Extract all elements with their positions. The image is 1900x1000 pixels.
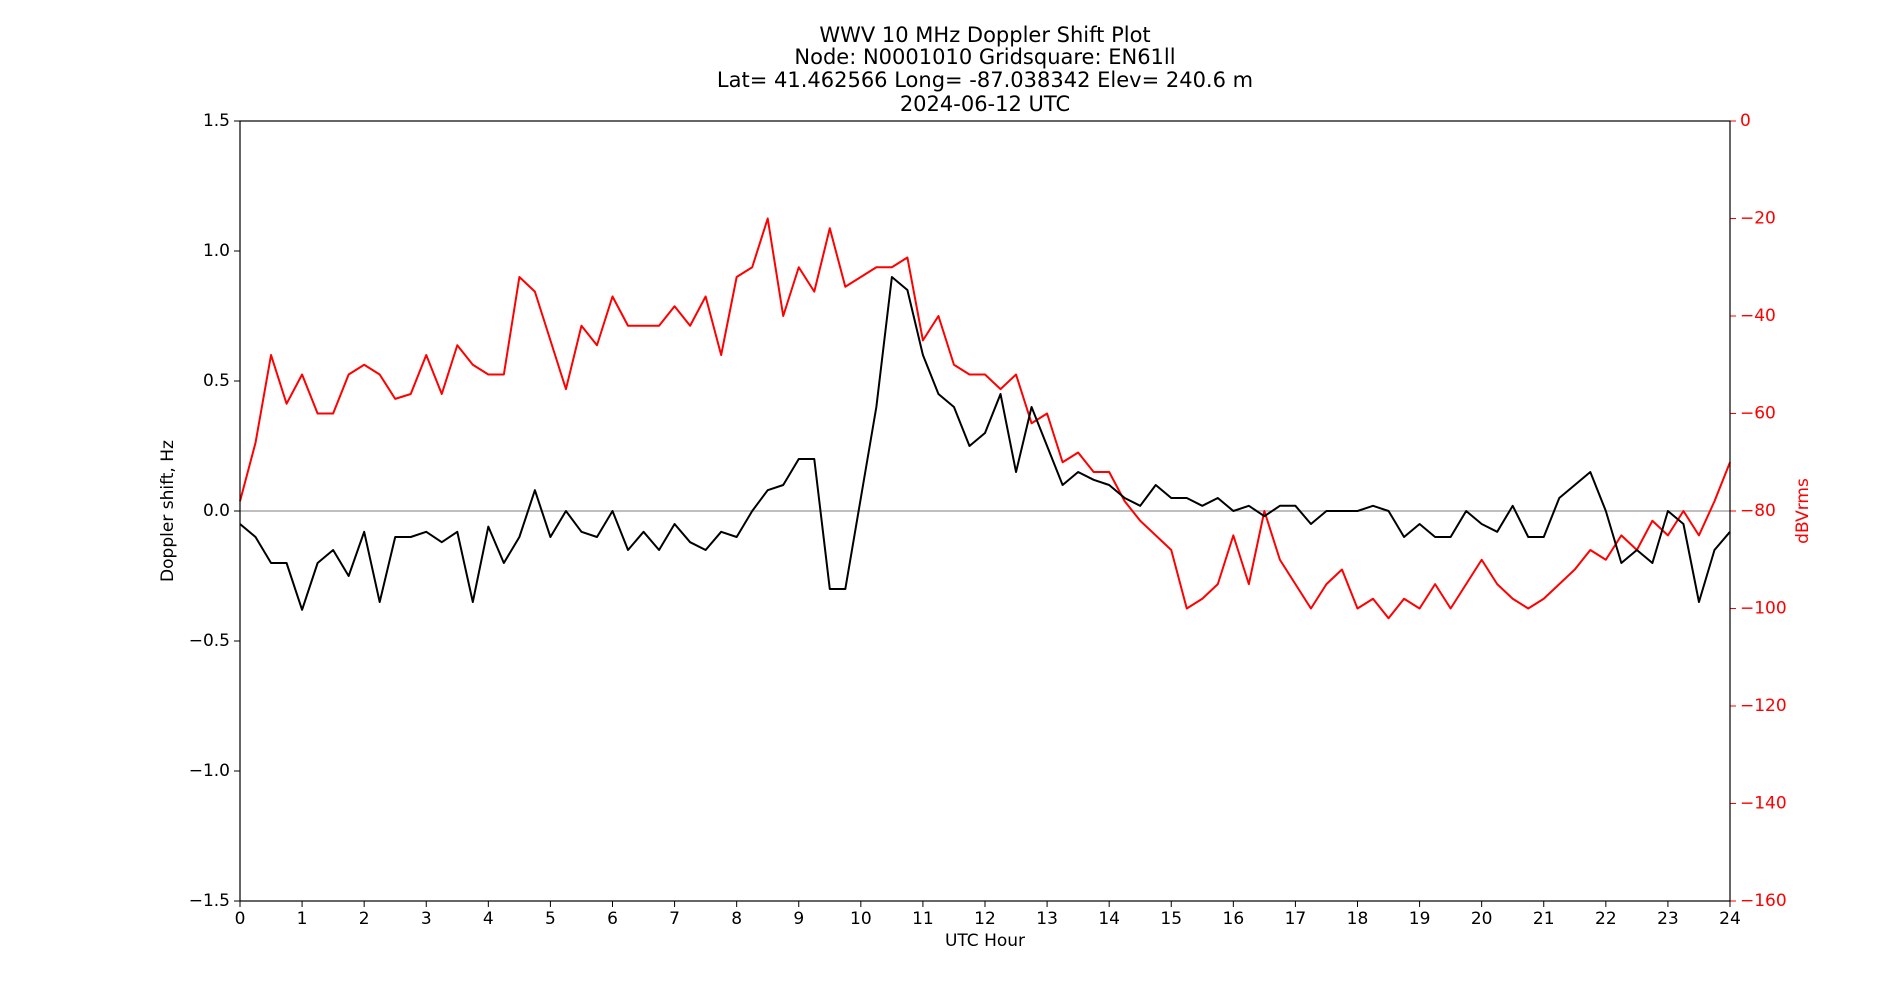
y2-tick-label: −140 xyxy=(1740,794,1787,814)
y-tick-label: 1.5 xyxy=(203,111,230,131)
x-tick-label: 16 xyxy=(1223,909,1245,929)
x-tick-label: 12 xyxy=(974,909,996,929)
x-tick-label: 19 xyxy=(1409,909,1431,929)
x-axis-label: UTC Hour xyxy=(945,931,1025,951)
y-tick-label: −0.5 xyxy=(189,631,230,651)
data-line xyxy=(239,217,1731,620)
x-tick-label: 4 xyxy=(483,909,494,929)
x-tick-label: 2 xyxy=(359,909,370,929)
x-tick-label: 22 xyxy=(1595,909,1617,929)
x-tick-label: 7 xyxy=(669,909,680,929)
x-tick-label: 17 xyxy=(1285,909,1307,929)
x-tick-label: 14 xyxy=(1098,909,1120,929)
y2-tick-label: −120 xyxy=(1740,696,1787,716)
x-tick-label: 6 xyxy=(607,909,618,929)
x-tick-label: 11 xyxy=(912,909,934,929)
x-tick-label: 1 xyxy=(297,909,308,929)
y-tick-label: −1.5 xyxy=(189,891,230,911)
x-tick-label: 23 xyxy=(1657,909,1679,929)
y-tick-label: 0.5 xyxy=(203,371,230,391)
y2-tick-label: −100 xyxy=(1740,599,1787,619)
y-tick-label: 1.0 xyxy=(203,241,230,261)
x-tick-label: 18 xyxy=(1347,909,1369,929)
y-tick-label: −1.0 xyxy=(189,761,230,781)
y2-tick-label: 0 xyxy=(1740,111,1751,131)
plot-frame xyxy=(239,120,1731,902)
x-tick-label: 10 xyxy=(850,909,872,929)
x-tick-label: 5 xyxy=(545,909,556,929)
y2-tick-label: −60 xyxy=(1740,404,1776,424)
chart-title: WWV 10 MHz Doppler Shift Plot xyxy=(819,23,1150,47)
y-tick-label: 0.0 xyxy=(203,501,230,521)
x-tick-label: 0 xyxy=(235,909,246,929)
chart-title: Node: N0001010 Gridsquare: EN61ll xyxy=(794,45,1175,69)
x-tick-label: 9 xyxy=(793,909,804,929)
y-axis-label: Doppler shift, Hz xyxy=(158,440,178,582)
chart-title: 2024-06-12 UTC xyxy=(900,92,1070,116)
y2-tick-label: −20 xyxy=(1740,209,1776,229)
x-tick-label: 21 xyxy=(1533,909,1555,929)
y2-tick-label: −80 xyxy=(1740,501,1776,521)
x-tick-label: 20 xyxy=(1471,909,1493,929)
x-tick-label: 8 xyxy=(731,909,742,929)
x-tick-label: 15 xyxy=(1160,909,1182,929)
x-tick-label: 13 xyxy=(1036,909,1058,929)
x-tick-label: 3 xyxy=(421,909,432,929)
data-line xyxy=(239,276,1731,611)
chart-title: Lat= 41.462566 Long= -87.038342 Elev= 24… xyxy=(717,68,1253,92)
y2-axis-label: dBVrms xyxy=(1793,478,1813,544)
x-tick-label: 24 xyxy=(1719,909,1741,929)
y2-tick-label: −40 xyxy=(1740,306,1776,326)
y2-tick-label: −160 xyxy=(1740,891,1787,911)
